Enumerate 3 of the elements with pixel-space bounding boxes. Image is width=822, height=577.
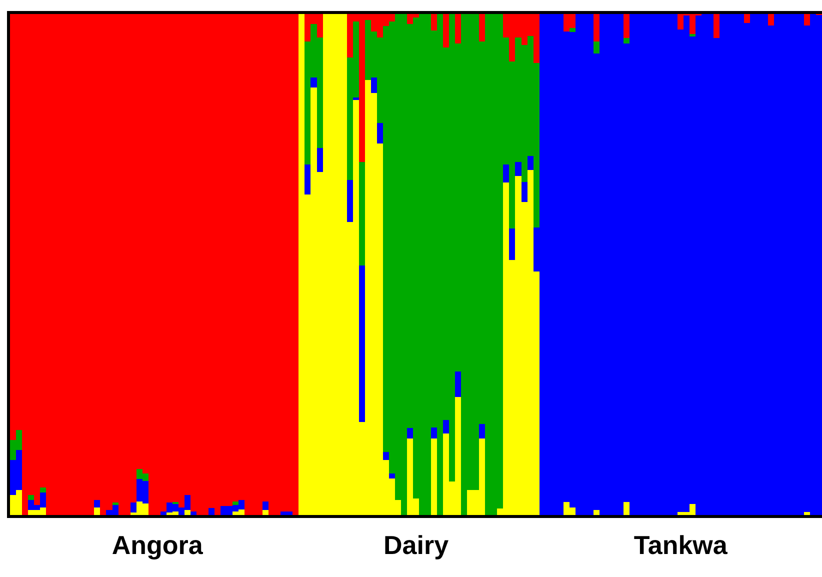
x-tick-label: Angora (112, 530, 204, 560)
x-tick-label: Tankwa (634, 530, 728, 560)
x-tick-label: Dairy (383, 530, 450, 560)
